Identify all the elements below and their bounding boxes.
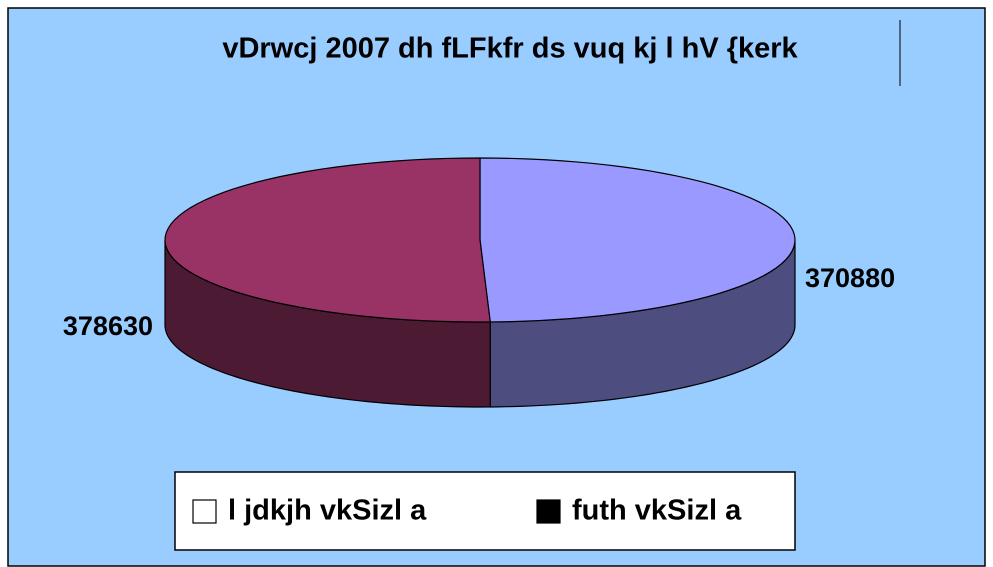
legend-marker xyxy=(192,499,217,524)
legend-label: futh vkSizl a xyxy=(572,495,742,527)
pie-slice xyxy=(164,157,491,323)
data-label: 378630 xyxy=(63,311,153,341)
pie-slice xyxy=(479,157,796,323)
legend xyxy=(174,471,796,551)
chart-title: vDrwcj 2007 dh fLFkfr ds vuq kj l hV {ke… xyxy=(222,33,798,65)
legend-label: l jdkjh vkSizl a xyxy=(228,495,427,527)
data-label: 370880 xyxy=(805,263,895,293)
legend-marker xyxy=(536,499,561,524)
